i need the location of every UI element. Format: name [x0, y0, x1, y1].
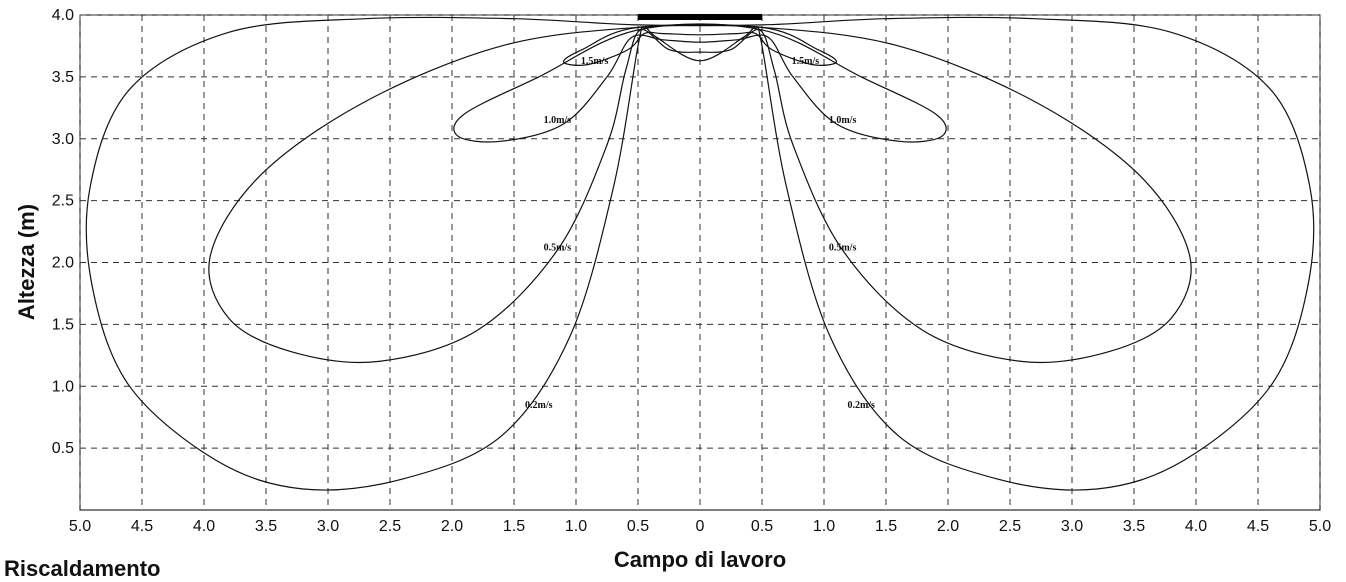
contour-1-0m-s	[453, 23, 947, 143]
x-tick-label: 4.5	[131, 518, 153, 535]
x-tick-label: 1.5	[503, 518, 525, 535]
grid-lines	[79, 14, 1321, 510]
air-outlet-bar	[638, 14, 762, 20]
contour-label: 1.0m/s	[829, 115, 857, 126]
x-tick-label: 4.5	[1247, 518, 1269, 535]
contour-label: 1.0m/s	[544, 115, 572, 126]
x-axis-title: Campo di lavoro	[614, 547, 786, 572]
x-tick-label: 1.0	[813, 518, 835, 535]
x-tick-label: 2.5	[999, 518, 1021, 535]
contour-1-5m-s	[562, 24, 838, 66]
x-tick-label: 3.0	[1061, 518, 1083, 535]
x-tick-label: 1.5	[875, 518, 897, 535]
x-tick-label: 3.5	[1123, 518, 1145, 535]
contour-label: 0.5m/s	[544, 243, 572, 254]
y-tick-label: 2.0	[52, 255, 74, 272]
y-tick-label: 4.0	[52, 7, 74, 24]
contour-label: 0.2m/s	[525, 400, 553, 411]
x-tick-label: 2.5	[379, 518, 401, 535]
contour-labels: 0.2m/s 0.2m/s 0.5m/s 0.5m/s 1.0m/s 1.0m/s 1.5m…	[525, 56, 875, 411]
y-tick-label: 1.0	[52, 378, 74, 395]
x-tick-label: 3.5	[255, 518, 277, 535]
axis-ticks: 5.0 4.5 4.0 3.5 3.0 2.5 2.0 1.5 1.0 0.5 0 0.5 1.0 1.5…	[52, 7, 1331, 535]
x-tick-label: 3.0	[317, 518, 339, 535]
contour-0-2m-s	[85, 16, 1315, 491]
contour-label: 0.5m/s	[829, 243, 857, 254]
x-tick-label: 2.0	[937, 518, 959, 535]
y-tick-label: 3.5	[52, 69, 74, 86]
y-tick-label: 1.5	[52, 316, 74, 333]
caption-riscaldamento: Riscaldamento	[4, 556, 161, 581]
x-tick-label: 5.0	[1309, 518, 1331, 535]
y-tick-label: 2.5	[52, 193, 74, 210]
contour-lines	[85, 16, 1315, 491]
x-tick-label: 5.0	[69, 518, 91, 535]
x-tick-label: 0.5	[751, 518, 773, 535]
x-tick-label: 4.0	[193, 518, 215, 535]
y-tick-label: 3.0	[52, 131, 74, 148]
contour-label: 1.5m/s	[792, 56, 820, 67]
contour-0-5m-s	[208, 24, 1192, 364]
y-axis-title: Altezza (m)	[14, 204, 39, 320]
x-tick-label: 0.5	[627, 518, 649, 535]
y-tick-label: 0.5	[52, 440, 74, 457]
x-tick-label: 4.0	[1185, 518, 1207, 535]
contour-label: 0.2m/s	[847, 400, 875, 411]
x-tick-label: 0	[696, 518, 705, 535]
x-tick-label: 2.0	[441, 518, 463, 535]
contour-label: 1.5m/s	[581, 56, 609, 67]
x-tick-label: 1.0	[565, 518, 587, 535]
